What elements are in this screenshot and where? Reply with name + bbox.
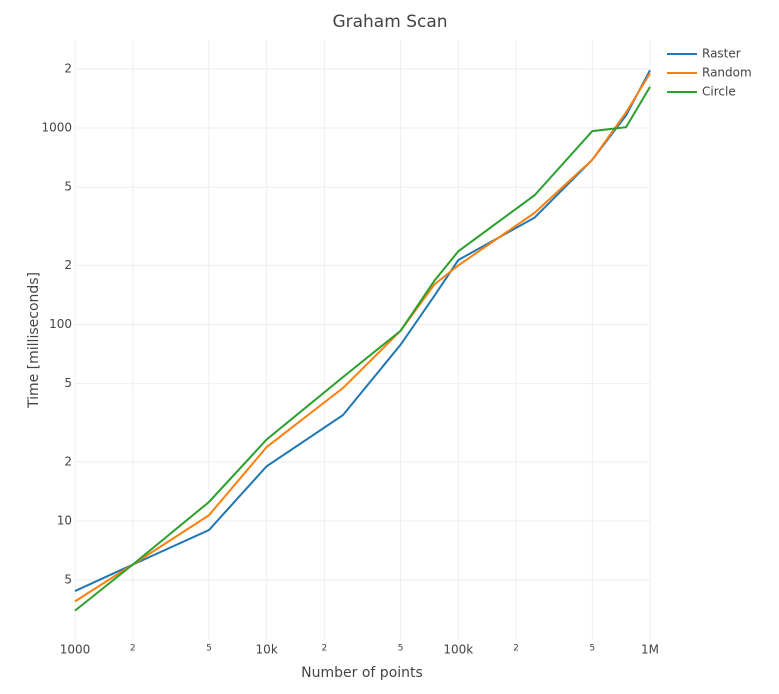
line-series (74, 86, 651, 612)
y-tick-label: 5 (64, 376, 72, 390)
x-tick-label: 2 (321, 644, 327, 654)
y-tick-label: 5 (64, 180, 72, 194)
y-tick-label: 5 (64, 573, 72, 587)
line-series (74, 72, 651, 603)
y-tick-label: 2 (64, 258, 72, 272)
legend-label: Circle (702, 85, 736, 99)
x-tick-label: 1M (641, 643, 659, 657)
x-tick-label: 5 (589, 644, 595, 654)
x-tick-label: 2 (130, 644, 136, 654)
legend-label: Random (702, 66, 752, 80)
x-tick-label: 5 (398, 644, 404, 654)
x-tick-label: 1000 (60, 643, 91, 657)
x-axis-title: Number of points (301, 665, 423, 681)
y-tick-label: 2 (64, 454, 72, 468)
x-tick-label: 5 (206, 644, 212, 654)
y-axis-title: Time [milliseconds] (26, 272, 42, 409)
y-tick-label: 1000 (41, 121, 72, 135)
y-tick-label: 100 (49, 317, 72, 331)
chart-title: Graham Scan (332, 12, 447, 32)
legend-label: Raster (702, 47, 741, 61)
y-tick-label: 2 (64, 61, 72, 75)
x-tick-label: 10k (256, 643, 278, 657)
x-tick-label: 2 (513, 644, 519, 654)
x-tick-label: 100k (443, 643, 473, 657)
line-series (74, 69, 651, 592)
y-tick-label: 10 (57, 514, 72, 528)
